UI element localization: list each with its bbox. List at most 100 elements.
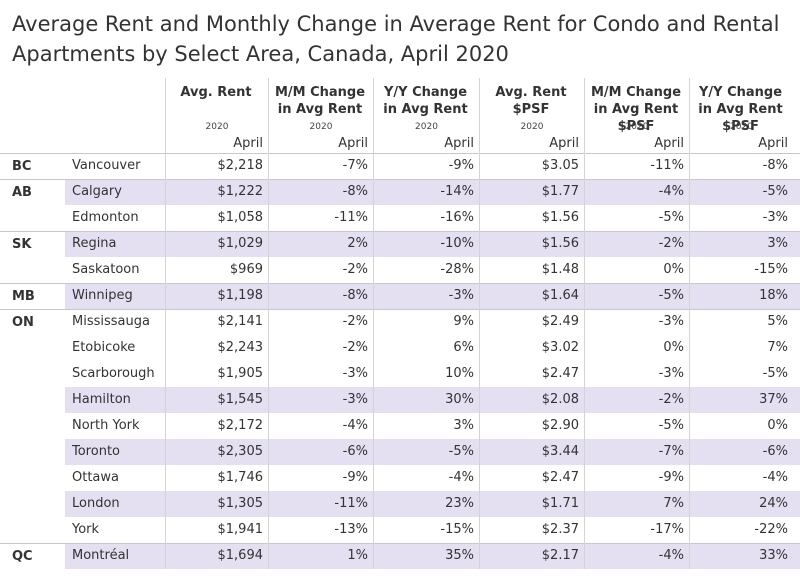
table-cell: $2.08 [541,392,579,407]
table-cell: -14% [440,184,474,199]
table-cell: 18% [759,288,788,303]
column-header-label: M/M Change in Avg Rent $PSF [590,85,682,134]
table-cell: -5% [658,418,684,433]
table-cell: 0% [663,340,684,355]
column-divider [373,179,374,205]
table-cell: -7% [342,158,368,173]
column-divider [165,257,166,283]
table-cell: 10% [445,366,474,381]
column-divider [584,335,585,361]
column-divider [165,179,166,205]
city-label: York [72,522,100,537]
column-divider [584,179,585,205]
column-header-label: Y/Y Change in Avg Rent $PSF [698,85,783,134]
column-header-label: Avg. Rent $PSF [495,85,567,117]
column-divider [165,335,166,361]
table-cell: -5% [658,210,684,225]
row-divider [0,179,800,180]
column-divider [479,335,480,361]
table-cell: -17% [650,522,684,537]
column-divider [165,153,166,179]
table-cell: $1,029 [217,236,264,251]
table-cell: -22% [754,522,788,537]
table-row: Scarborough $1,905 -3% 10% $2.47 -3% -5% [0,361,800,387]
column-header-month: April [233,136,263,151]
column-divider [479,387,480,413]
column-divider [165,361,166,387]
table-row: MB Winnipeg $1,198 -8% -3% $1.64 -5% 18% [0,283,800,309]
column-divider [479,413,480,439]
table-cell: $1,746 [217,470,264,485]
column-divider [479,465,480,491]
column-divider [584,153,585,179]
column-divider [268,439,269,465]
column-header-year: 2020 [415,122,438,132]
table-cell: -4% [762,470,788,485]
table-cell: $1,198 [217,288,264,303]
table-cell: $1.64 [541,288,579,303]
column-divider [479,257,480,283]
column-divider [584,205,585,231]
table-cell: $2,172 [217,418,264,433]
table-cell: -5% [762,184,788,199]
column-divider [689,491,690,517]
table-row: AB Calgary $1,222 -8% -14% $1.77 -4% -5% [0,179,800,205]
table-cell: 30% [445,392,474,407]
column-divider [268,413,269,439]
column-divider [689,387,690,413]
column-divider [689,439,690,465]
table-cell: -5% [762,366,788,381]
table-cell: 6% [453,340,474,355]
table-row: Etobicoke $2,243 -2% 6% $3.02 0% 7% [0,335,800,361]
column-divider [268,491,269,517]
column-divider [373,543,374,569]
column-header-year: 2020 [625,122,649,132]
table-cell: -16% [440,210,474,225]
column-divider [165,205,166,231]
column-divider [165,413,166,439]
row-band [65,439,800,465]
column-divider [584,517,585,543]
city-label: Saskatoon [72,262,140,277]
column-header-month: April [758,136,788,151]
column-divider [584,491,585,517]
table-cell: -28% [440,262,474,277]
column-divider [584,439,585,465]
city-label: Etobicoke [72,340,136,355]
column-header-year: 2020 [309,122,333,132]
column-divider [373,309,374,335]
column-header: M/M Change in Avg Rent 2020 April [268,78,373,153]
table-cell: $2.17 [541,548,579,563]
city-label: Toronto [72,444,120,459]
column-header-year: 2020 [520,122,544,132]
table-cell: -4% [342,418,368,433]
table-cell: -8% [342,184,368,199]
column-divider [479,491,480,517]
column-divider [479,543,480,569]
column-divider [584,413,585,439]
column-divider [268,335,269,361]
column-divider [268,361,269,387]
column-divider [689,179,690,205]
column-header: M/M Change in Avg Rent $PSF 2020 April [584,78,689,153]
column-divider [689,465,690,491]
table-cell: 7% [767,340,788,355]
city-label: Scarborough [72,366,155,381]
table-cell: 23% [445,496,474,511]
table-cell: $2.90 [541,418,579,433]
column-divider [268,543,269,569]
column-divider [165,231,166,257]
column-divider [689,309,690,335]
table-cell: -11% [650,158,684,173]
column-divider [373,231,374,257]
province-label: MB [12,289,35,304]
column-header-label: M/M Change in Avg Rent [274,85,366,117]
table-cell: 24% [759,496,788,511]
column-divider [584,309,585,335]
column-divider [165,491,166,517]
column-divider [689,283,690,309]
table-cell: -5% [448,444,474,459]
column-header-month: April [654,136,684,151]
city-label: Ottawa [72,470,119,485]
column-divider [479,517,480,543]
